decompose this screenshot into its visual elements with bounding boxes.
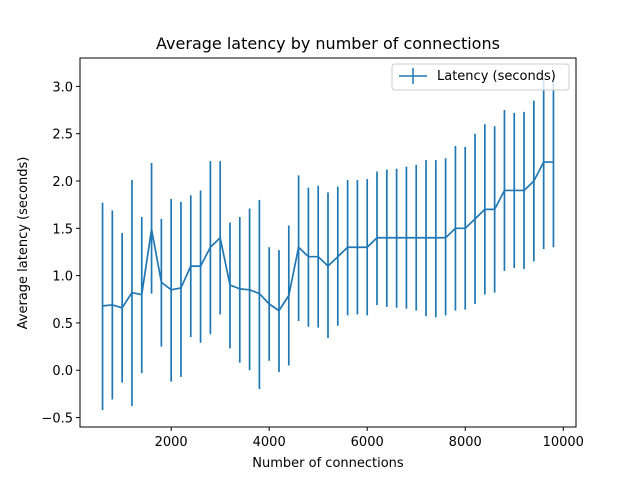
x-tick-label: 4000 <box>253 435 286 450</box>
x-tick-label: 2000 <box>155 435 188 450</box>
y-axis-label: Average latency (seconds) <box>16 157 31 330</box>
latency-line <box>102 161 554 312</box>
x-tick-label: 6000 <box>351 435 384 450</box>
y-tick-label: 0.0 <box>52 364 73 379</box>
legend: Latency (seconds) <box>391 63 570 91</box>
x-tick-label: 10000 <box>543 435 584 450</box>
x-axis-label: Number of connections <box>252 456 404 471</box>
legend-label: Latency (seconds) <box>437 69 556 84</box>
chart-title: Average latency by number of connections <box>156 34 500 53</box>
y-tick-label: 0.5 <box>52 317 73 332</box>
y-tick-label: 2.5 <box>52 128 73 143</box>
y-tick-label: 1.0 <box>52 270 73 285</box>
x-axis-ticks: 2000 4000 6000 8000 10000 <box>155 427 584 450</box>
y-axis-ticks: −0.5 0.0 0.5 1.0 1.5 2.0 2.5 3.0 <box>41 80 80 427</box>
y-tick-label: 1.5 <box>52 222 73 237</box>
plot-area: 2000 4000 6000 8000 10000 −0.5 0.0 0.5 1.0 1.5 2.… <box>41 57 584 450</box>
y-tick-label: −0.5 <box>41 412 73 427</box>
axes-frame <box>79 57 577 428</box>
legend-box <box>391 63 570 91</box>
y-tick-label: 2.0 <box>52 175 73 190</box>
x-tick-label: 8000 <box>449 435 482 450</box>
series-layer <box>101 76 555 410</box>
y-tick-label: 3.0 <box>52 80 73 95</box>
